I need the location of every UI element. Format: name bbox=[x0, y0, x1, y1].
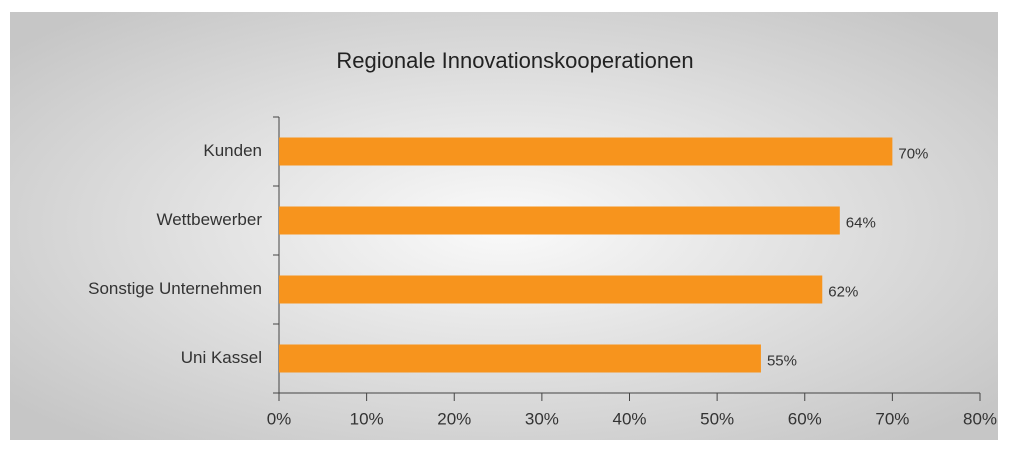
bar bbox=[279, 137, 893, 166]
x-tick-label: 50% bbox=[700, 409, 734, 428]
y-tick-label: Wettbewerber bbox=[156, 210, 262, 229]
bar bbox=[279, 275, 823, 304]
chart-title: Regionale Innovationskooperationen bbox=[336, 48, 693, 73]
value-label: 62% bbox=[828, 283, 858, 300]
value-label: 55% bbox=[767, 352, 797, 369]
x-tick-label: 10% bbox=[350, 409, 384, 428]
bar bbox=[279, 344, 761, 373]
x-tick-label: 70% bbox=[875, 409, 909, 428]
x-tick-label: 40% bbox=[612, 409, 646, 428]
x-tick-label: 20% bbox=[437, 409, 471, 428]
y-tick-label: Kunden bbox=[203, 141, 262, 160]
value-label: 64% bbox=[846, 214, 876, 231]
x-tick-label: 60% bbox=[788, 409, 822, 428]
value-label: 70% bbox=[898, 145, 928, 162]
bar bbox=[279, 206, 840, 235]
x-tick-label: 0% bbox=[267, 409, 292, 428]
x-tick-label: 80% bbox=[963, 409, 997, 428]
y-tick-label: Uni Kassel bbox=[181, 348, 262, 367]
y-tick-label: Sonstige Unternehmen bbox=[88, 279, 262, 298]
x-tick-label: 30% bbox=[525, 409, 559, 428]
